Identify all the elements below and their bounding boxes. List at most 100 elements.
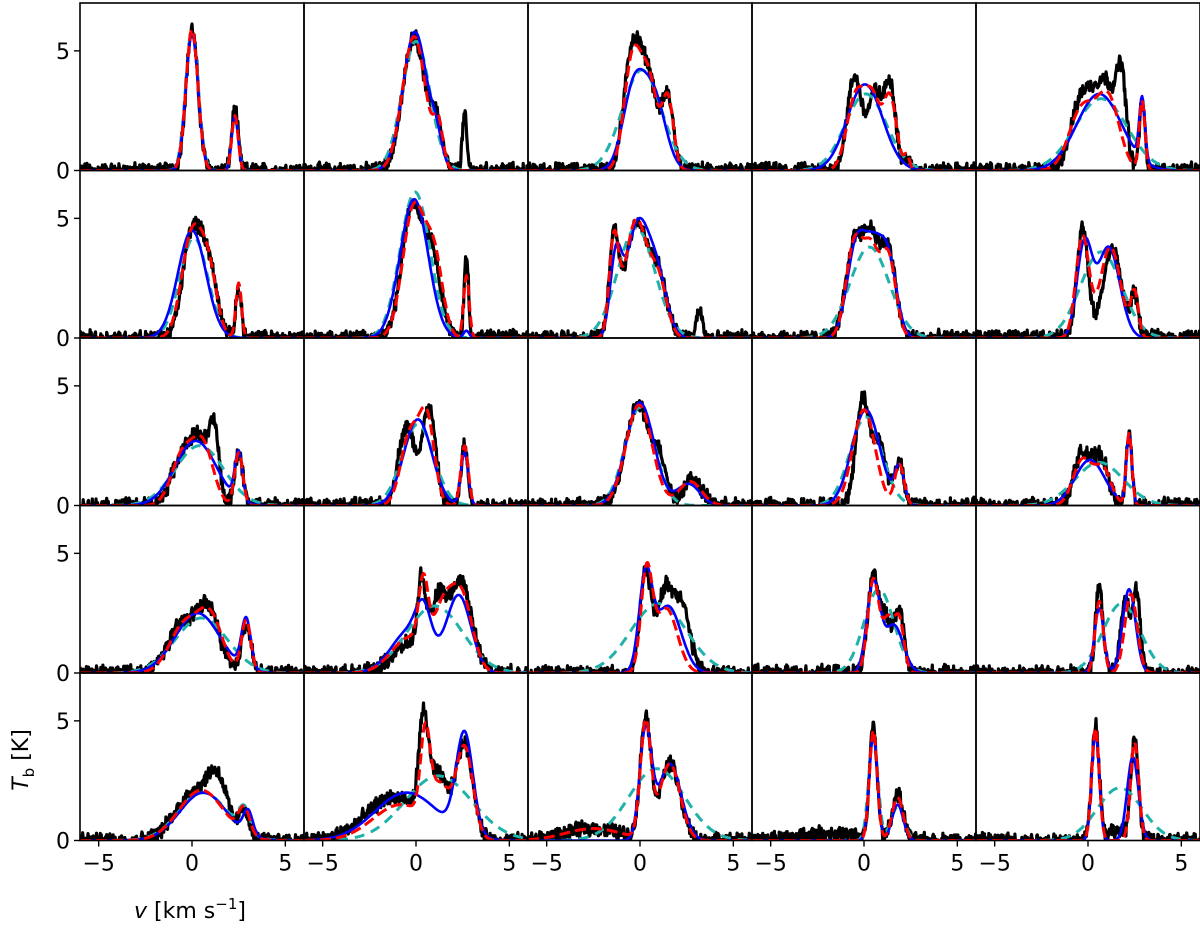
series-fit-cyan-line	[80, 444, 304, 506]
tick-labels: 0 5 0 5 0 5 0 5 0 5 −5 0 5 −5 0 5 −5 0 5 −5 0 5 −5 0 5	[56, 40, 1188, 877]
series-fit-blue-line	[304, 197, 528, 338]
panel-plot-area	[752, 73, 976, 171]
series-fit-red-line	[80, 433, 304, 506]
series-obs-line	[528, 399, 752, 506]
panel-frame	[751, 672, 977, 842]
series-obs-line	[752, 219, 976, 338]
series-fit-red-line	[80, 27, 304, 171]
panel-r0-c0	[79, 2, 305, 172]
panel-r0-c2	[527, 2, 753, 172]
series-fit-red-line	[304, 721, 528, 841]
panel-r0-c1	[303, 2, 529, 172]
series-fit-red-line	[976, 89, 1200, 171]
panel-frame	[79, 672, 305, 842]
panel-r0-c3	[751, 2, 977, 172]
series-fit-cyan-line	[976, 602, 1200, 673]
panel-plot-area	[304, 190, 528, 338]
y-tick-label: 0	[56, 160, 70, 185]
panel-r4-c3	[751, 672, 977, 842]
series-fit-blue-line	[752, 228, 976, 338]
x-tick-label: −5	[306, 852, 338, 877]
y-tick-label: 5	[56, 207, 70, 232]
series-fit-blue-line	[80, 611, 304, 673]
series-fit-blue-line	[976, 92, 1200, 171]
series-fit-red-line	[528, 217, 752, 338]
panel-frame	[975, 337, 1200, 507]
series-obs-line	[976, 581, 1200, 673]
series-fit-cyan-line	[304, 39, 528, 171]
series-fit-blue-line	[752, 408, 976, 506]
panel-r1-c0	[79, 169, 305, 339]
panel-r0-c4	[975, 2, 1200, 172]
panel-plot-area	[304, 29, 528, 171]
y-tick-label: 5	[56, 542, 70, 567]
series-obs-line	[976, 54, 1200, 171]
y-axis-label: Tb [K]	[9, 729, 38, 791]
series-fit-red-line	[976, 233, 1200, 338]
series-obs-line	[528, 217, 752, 338]
series-fit-cyan-line	[528, 226, 752, 338]
series-fit-cyan-line	[80, 236, 304, 338]
panel-r2-c2	[527, 337, 753, 507]
series-fit-cyan-line	[528, 405, 752, 506]
y-tick-label: 0	[56, 830, 70, 855]
series-obs-line	[80, 593, 304, 673]
x-tick-label: 5	[726, 852, 740, 877]
series-obs-line	[752, 390, 976, 506]
panel-plot-area	[304, 403, 528, 506]
series-fit-red-line	[752, 728, 976, 841]
series-obs-line	[752, 73, 976, 171]
series-fit-cyan-line	[304, 422, 528, 506]
series-fit-cyan-line	[80, 30, 304, 171]
panel-r3-c2	[527, 504, 753, 674]
series-obs-line	[304, 701, 528, 841]
panel-plot-area	[304, 566, 528, 673]
series-obs-line	[528, 30, 752, 171]
series-obs-line	[304, 197, 528, 338]
series-fit-red-line	[752, 576, 976, 673]
panel-plot-area	[80, 412, 304, 506]
panel-frame	[79, 337, 305, 507]
y-tick-label: 5	[56, 710, 70, 735]
x-axis-label: v [km s−1]	[134, 895, 246, 924]
x-tick-label: −5	[530, 852, 562, 877]
panel-plot-area	[80, 764, 304, 841]
panel-frame	[303, 504, 529, 674]
panel-plot-area	[976, 54, 1200, 171]
panel-frame	[527, 2, 753, 172]
x-tick-label: 0	[633, 852, 647, 877]
series-fit-blue-line	[304, 593, 528, 673]
series-fit-blue-line	[752, 83, 976, 171]
series-obs-line	[81, 412, 304, 506]
panel-frame	[79, 504, 305, 674]
series-fit-red-line	[304, 572, 528, 673]
panel-r4-c2	[527, 672, 753, 842]
series-fit-cyan-line	[752, 587, 976, 673]
y-tick-label: 5	[56, 375, 70, 400]
series-fit-cyan-line	[976, 97, 1200, 171]
panel-r1-c1	[303, 169, 529, 339]
y-tick-label: 0	[56, 495, 70, 520]
series-obs-line	[80, 215, 304, 338]
series-fit-red-line	[528, 403, 752, 506]
panel-plot-area	[528, 216, 752, 338]
panel-r3-c0	[79, 504, 305, 674]
series-fit-blue-line	[976, 731, 1200, 841]
panel-frame	[527, 337, 753, 507]
panel-r1-c2	[527, 169, 753, 339]
x-tick-label: 5	[950, 852, 964, 877]
panel-r2-c4	[975, 337, 1200, 507]
panel-plot-area	[80, 215, 304, 338]
series-fit-blue-line	[528, 401, 752, 506]
panel-plot-area	[80, 22, 304, 171]
y-tick-label: 0	[56, 662, 70, 687]
x-tick-label: −5	[754, 852, 786, 877]
panel-r1-c4	[975, 169, 1200, 339]
series-fit-blue-line	[528, 216, 752, 338]
panel-frame	[303, 672, 529, 842]
panel-plot-area	[976, 581, 1200, 673]
series-fit-blue-line	[80, 32, 304, 171]
series-obs-line	[304, 29, 528, 171]
panel-plot-area	[976, 220, 1200, 338]
